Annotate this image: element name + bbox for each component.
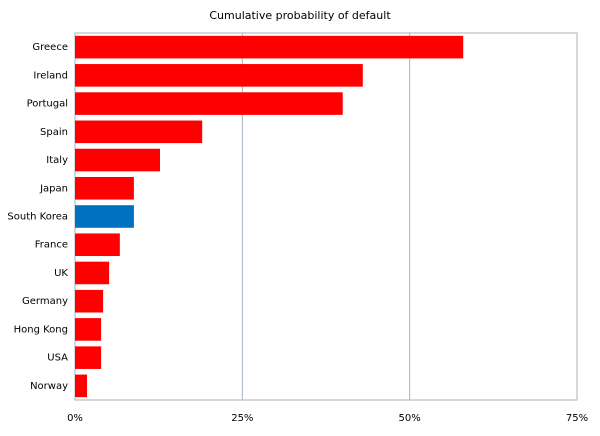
y-tick-label: Japan — [39, 183, 68, 194]
bar — [75, 120, 203, 144]
y-tick-label: France — [35, 240, 68, 251]
plot-border — [74, 32, 578, 401]
x-tick-label: 0% — [67, 413, 83, 424]
y-tick-label: USA — [47, 353, 68, 364]
bar — [75, 176, 134, 200]
bar — [75, 289, 104, 313]
bar — [75, 148, 161, 172]
y-tick-label: Germany — [22, 296, 68, 307]
y-tick-label: Hong Kong — [14, 324, 68, 335]
chart-title: Cumulative probability of default — [209, 9, 391, 22]
bar — [75, 35, 464, 59]
bar — [75, 64, 363, 87]
bar — [75, 346, 102, 369]
x-tick-label: 50% — [399, 413, 421, 424]
x-tick-label: 75% — [566, 413, 588, 424]
bar — [75, 233, 120, 257]
y-tick-label: Italy — [46, 155, 68, 166]
y-tick-label: Spain — [40, 127, 68, 138]
bar — [75, 318, 102, 341]
bar — [75, 374, 88, 398]
y-tick-label: Ireland — [33, 70, 68, 81]
bar — [75, 92, 343, 115]
x-tick-label: 25% — [231, 413, 253, 424]
y-tick-label: South Korea — [7, 212, 68, 223]
bar — [75, 205, 134, 228]
y-tick-label: Greece — [32, 42, 68, 53]
y-tick-label: UK — [54, 268, 68, 279]
y-tick-label: Norway — [30, 381, 68, 392]
bar — [75, 261, 110, 285]
y-tick-label: Portugal — [27, 99, 68, 110]
